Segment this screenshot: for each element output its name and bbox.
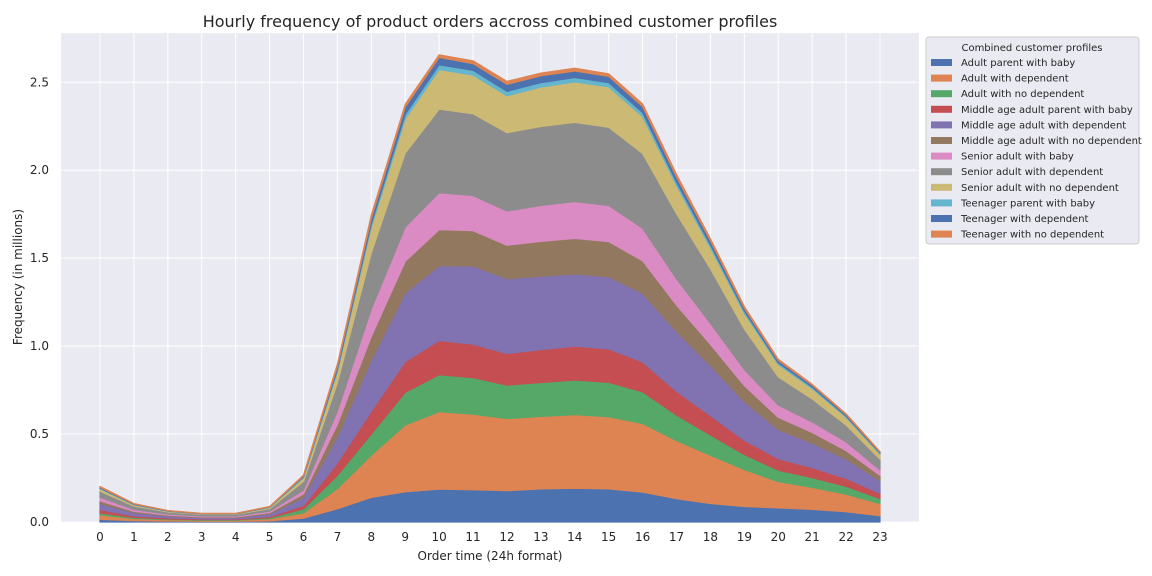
legend-item: Adult with dependent bbox=[931, 74, 1069, 85]
x-tick-label: 23 bbox=[872, 530, 887, 544]
legend-items: Adult parent with baby Adult with depende… bbox=[931, 58, 1142, 241]
y-tick-labels: 0.0 0.5 1.0 1.5 2.0 2.5 bbox=[30, 75, 49, 529]
x-tick-label: 11 bbox=[465, 530, 480, 544]
chart-title: Hourly frequency of product orders accro… bbox=[203, 12, 778, 31]
x-tick-label: 22 bbox=[838, 530, 853, 544]
legend-swatch bbox=[931, 59, 952, 66]
legend-swatch bbox=[931, 230, 952, 238]
legend-item: Teenager with no dependent bbox=[931, 230, 1104, 241]
x-tick-label: 20 bbox=[771, 530, 786, 544]
y-tick-label: 2.5 bbox=[30, 75, 49, 89]
legend-label: Adult with no dependent bbox=[961, 89, 1084, 100]
x-tick-label: 9 bbox=[401, 530, 409, 544]
y-axis-label: Frequency (in millions) bbox=[11, 209, 25, 345]
legend-label: Teenager with dependent bbox=[960, 214, 1089, 225]
x-tick-label: 19 bbox=[737, 530, 752, 544]
legend-swatch bbox=[931, 137, 952, 144]
legend-label: Middle age adult with no dependent bbox=[961, 136, 1142, 147]
legend-label: Adult with dependent bbox=[961, 74, 1069, 85]
x-tick-label: 15 bbox=[601, 530, 616, 544]
legend-swatch bbox=[931, 90, 952, 98]
legend-item: Teenager parent with baby bbox=[931, 198, 1095, 209]
x-tick-label: 4 bbox=[232, 530, 240, 544]
legend-label: Teenager parent with baby bbox=[960, 198, 1095, 209]
legend-swatch bbox=[931, 152, 952, 160]
x-tick-label: 17 bbox=[669, 530, 684, 544]
y-tick-label: 0.5 bbox=[30, 427, 49, 441]
x-tick-label: 16 bbox=[635, 530, 650, 544]
x-tick-label: 3 bbox=[198, 530, 206, 544]
legend-label: Senior adult with no dependent bbox=[961, 183, 1119, 194]
x-tick-labels: 0 1 2 3 4 5 6 7 8 9 10 11 12 13 14 15 16 17 18 19 20 21 22 23 bbox=[96, 530, 887, 544]
area-series bbox=[99, 54, 881, 523]
y-tick-label: 2.0 bbox=[30, 163, 49, 177]
legend-item: Middle age adult with no dependent bbox=[931, 136, 1142, 147]
x-tick-label: 5 bbox=[266, 530, 274, 544]
x-tick-label: 7 bbox=[334, 530, 342, 544]
x-tick-label: 13 bbox=[533, 530, 548, 544]
x-tick-label: 1 bbox=[130, 530, 138, 544]
x-tick-label: 6 bbox=[300, 530, 308, 544]
legend-item: Adult parent with baby bbox=[931, 58, 1075, 69]
y-tick-label: 1.0 bbox=[30, 339, 49, 353]
legend-item: Senior adult with no dependent bbox=[931, 183, 1119, 194]
legend-item: Senior adult with baby bbox=[931, 152, 1074, 163]
legend-item: Senior adult with dependent bbox=[931, 167, 1103, 178]
y-tick-label: 1.5 bbox=[30, 251, 49, 265]
legend-box bbox=[925, 36, 1140, 245]
legend-item: Middle age adult parent with baby bbox=[931, 105, 1133, 116]
legend-swatch bbox=[931, 74, 952, 82]
x-axis-label: Order time (24h format) bbox=[418, 549, 563, 563]
legend-item: Teenager with dependent bbox=[931, 214, 1089, 225]
legend: Combined customer profiles Adult parent … bbox=[925, 36, 1142, 245]
x-tick-label: 21 bbox=[805, 530, 820, 544]
legend-label: Senior adult with dependent bbox=[961, 167, 1103, 178]
legend-label: Middle age adult parent with baby bbox=[961, 105, 1133, 116]
legend-swatch bbox=[931, 121, 952, 129]
legend-swatch bbox=[931, 105, 952, 113]
legend-swatch bbox=[931, 168, 952, 176]
legend-label: Middle age adult with dependent bbox=[961, 120, 1126, 131]
legend-title: Combined customer profiles bbox=[961, 43, 1102, 54]
legend-swatch bbox=[931, 215, 952, 222]
legend-item: Middle age adult with dependent bbox=[931, 120, 1126, 131]
x-tick-label: 12 bbox=[499, 530, 514, 544]
legend-swatch bbox=[931, 199, 952, 207]
x-tick-label: 2 bbox=[164, 530, 172, 544]
x-tick-label: 0 bbox=[96, 530, 104, 544]
legend-label: Adult parent with baby bbox=[961, 58, 1075, 69]
area-teenager-with-no-dependent bbox=[99, 54, 881, 515]
legend-label: Teenager with no dependent bbox=[960, 230, 1104, 241]
legend-swatch bbox=[931, 183, 952, 191]
x-tick-label: 18 bbox=[703, 530, 718, 544]
x-tick-label: 14 bbox=[567, 530, 582, 544]
x-tick-label: 8 bbox=[367, 530, 375, 544]
y-tick-label: 0.0 bbox=[30, 515, 49, 529]
legend-label: Senior adult with baby bbox=[961, 152, 1074, 163]
legend-item: Adult with no dependent bbox=[931, 89, 1084, 100]
x-tick-label: 10 bbox=[431, 530, 446, 544]
